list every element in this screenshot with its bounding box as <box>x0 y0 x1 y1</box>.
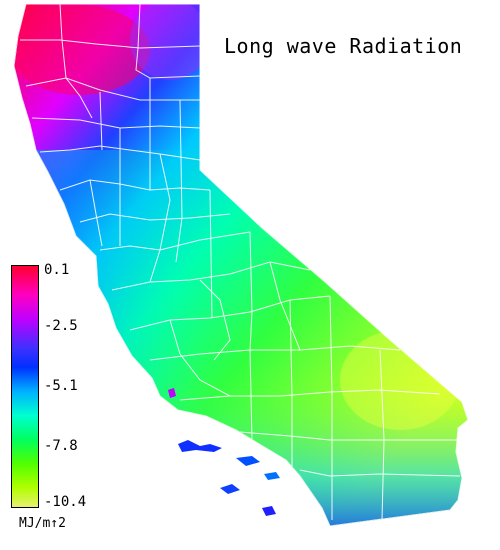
legend-tick-min: -10.4 <box>44 494 87 510</box>
map-title: Long wave Radiation <box>224 34 463 58</box>
legend-color-bar <box>11 265 39 508</box>
legend-unit-label: MJ/m↑2 <box>19 516 66 531</box>
legend-tick-4: -7.8 <box>44 438 78 454</box>
legend-tick-2: -2.5 <box>44 318 78 334</box>
county-boundaries <box>14 4 468 526</box>
islands <box>168 388 280 516</box>
legend-tick-3: -5.1 <box>44 378 78 394</box>
legend-tick-max: 0.1 <box>44 262 70 278</box>
